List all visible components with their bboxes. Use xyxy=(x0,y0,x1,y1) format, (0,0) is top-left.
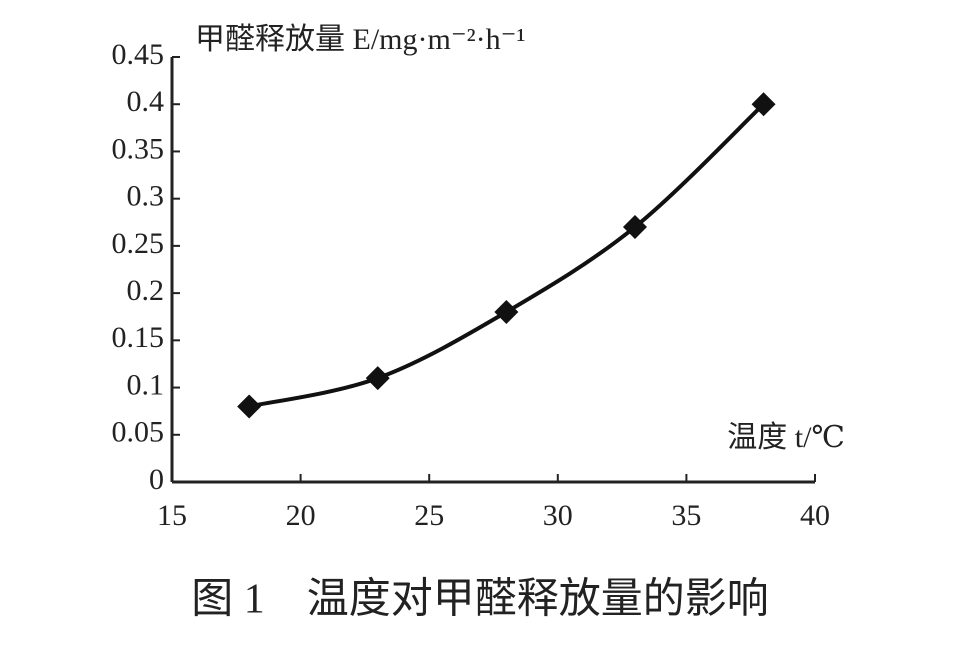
data-point xyxy=(237,394,262,419)
x-tick-label: 30 xyxy=(543,499,573,532)
x-tick-label: 25 xyxy=(414,499,444,532)
y-tick-label: 0.15 xyxy=(112,321,165,354)
y-tick-label: 0.05 xyxy=(112,416,165,449)
x-tick-label: 40 xyxy=(800,499,830,532)
x-tick-label: 20 xyxy=(286,499,316,532)
caption: 图 1 温度对甲醛释放量的影响 xyxy=(191,577,769,623)
y-tick-label: 0.3 xyxy=(127,180,165,213)
y-axis-label: 甲醛释放量 E/mg·m⁻²·h⁻¹ xyxy=(195,23,525,56)
data-point xyxy=(622,215,647,239)
y-tick-label: 0.35 xyxy=(112,132,165,165)
y-tick-label: 0 xyxy=(149,463,164,496)
data-line xyxy=(248,102,765,409)
data-point xyxy=(494,300,519,324)
x-tick-label: 15 xyxy=(157,499,187,532)
y-tick-label: 0.4 xyxy=(127,85,165,118)
y-tick-label: 0.45 xyxy=(112,38,165,71)
data-point xyxy=(751,92,776,117)
x-axis-label: 温度 t/℃ xyxy=(727,421,845,454)
y-tick-label: 0.25 xyxy=(112,227,165,260)
data-point xyxy=(365,366,390,391)
y-tick-label: 0.2 xyxy=(127,274,165,307)
x-tick-label: 35 xyxy=(671,499,701,532)
y-tick-label: 0.1 xyxy=(127,368,165,401)
